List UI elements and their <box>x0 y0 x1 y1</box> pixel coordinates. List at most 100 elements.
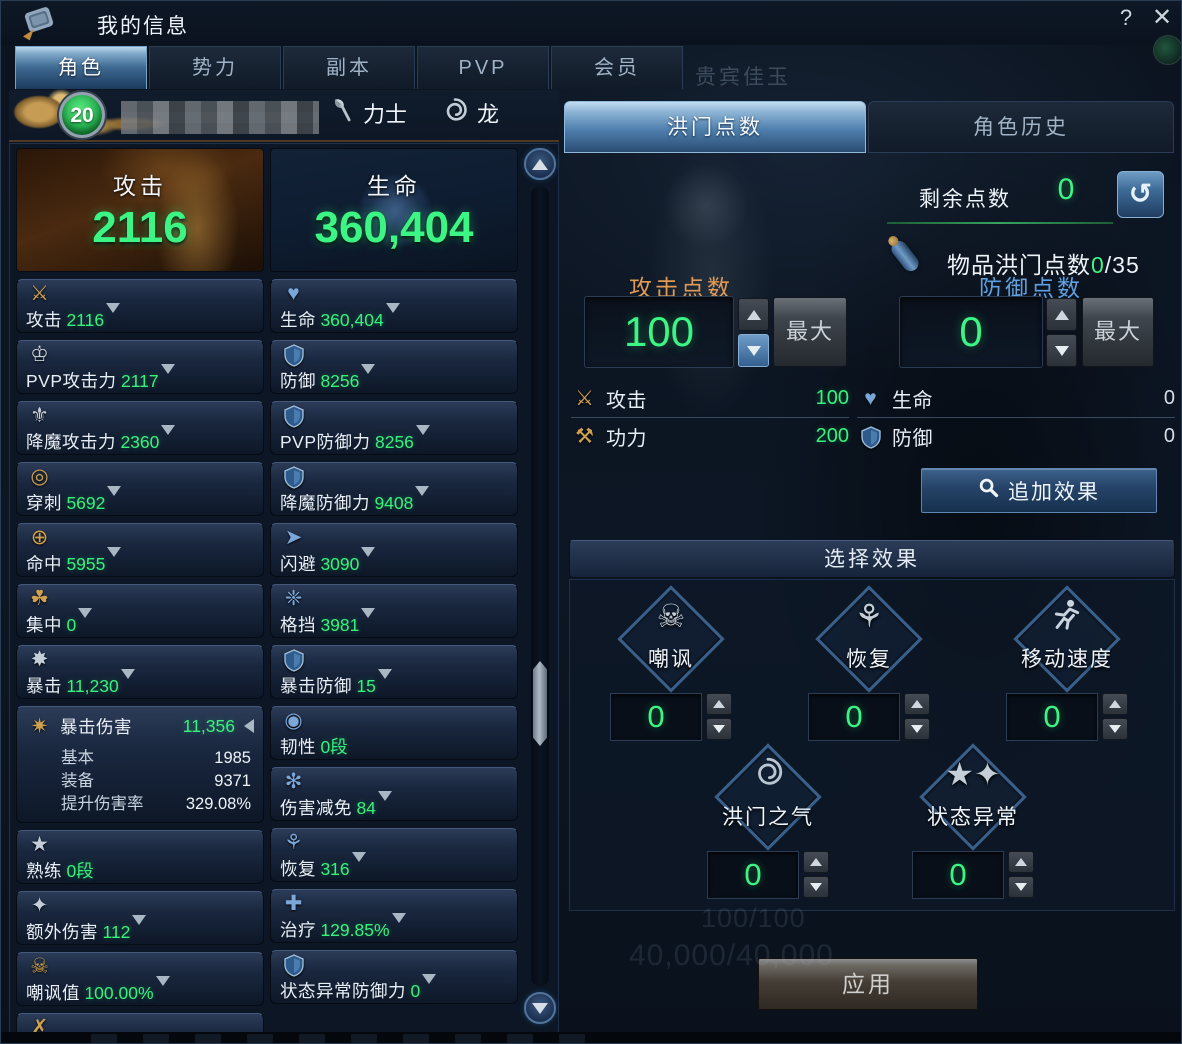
defense-points-up-button[interactable] <box>1046 298 1077 331</box>
expand-arrow-icon[interactable] <box>106 303 121 330</box>
defense-points-max-button[interactable]: 最大 <box>1082 297 1154 367</box>
effect-value-input[interactable]: 0 <box>707 851 799 899</box>
bonus-value: 100 <box>815 386 849 409</box>
stat-label: PVP攻击力 <box>26 371 117 391</box>
crossed-swords-icon: ⚔ <box>575 386 594 410</box>
close-icon[interactable]: ✕ <box>1151 4 1173 31</box>
extra-damage-icon: ✦ <box>30 894 49 917</box>
stat-row[interactable]: 降魔防御力 9408 <box>270 462 518 516</box>
effect-down-button[interactable] <box>1008 876 1034 898</box>
expand-arrow-icon[interactable] <box>391 913 406 940</box>
stat-row[interactable]: ♥ 生命 360,404 <box>270 279 518 333</box>
main-tab-会员[interactable]: 会员 <box>551 46 683 89</box>
expand-arrow-icon[interactable] <box>377 669 392 696</box>
stat-row[interactable]: ★ 熟练 0段 <box>16 830 264 884</box>
stat-row[interactable]: 状态异常防御力 0 <box>270 950 518 1004</box>
expand-arrow-icon[interactable] <box>361 547 376 574</box>
attack-points-input[interactable]: 100 <box>584 296 734 368</box>
reset-points-button[interactable]: ↺ <box>1117 171 1164 218</box>
attack-points-max-button[interactable]: 最大 <box>773 297 847 367</box>
bonus-value: 0 <box>1163 425 1175 447</box>
expand-arrow-icon[interactable] <box>361 364 376 391</box>
expand-arrow-icon[interactable] <box>415 486 430 513</box>
expand-arrow-icon[interactable] <box>107 547 122 574</box>
scroll-down-button[interactable] <box>524 992 556 1024</box>
expand-arrow-icon[interactable] <box>377 791 392 818</box>
stat-row[interactable]: 暴击防御 15 <box>270 645 518 699</box>
expand-arrow-icon[interactable] <box>244 719 254 733</box>
help-icon[interactable]: ? <box>1119 5 1133 30</box>
stat-row[interactable]: PVP防御力 8256 <box>270 401 518 455</box>
effect-up-button[interactable] <box>904 693 930 715</box>
stat-row[interactable]: ⚜ 降魔攻击力 2360 <box>16 401 264 455</box>
stat-row[interactable]: ⚘ 恢复 316 <box>270 828 518 882</box>
expand-arrow-icon[interactable] <box>132 915 147 942</box>
expand-arrow-icon[interactable] <box>161 425 176 452</box>
expand-arrow-icon[interactable] <box>160 364 175 391</box>
effect-value-input[interactable]: 0 <box>610 693 702 741</box>
stat-row[interactable]: ✸ 暴击 11,230 <box>16 645 264 699</box>
attack-bonus-summary: ⚔ 攻击 100 ⚒ 功力 200 <box>571 379 849 455</box>
effect-down-button[interactable] <box>904 718 930 740</box>
stat-row[interactable]: ♔ PVP攻击力 2117 <box>16 340 264 394</box>
effect-up-button[interactable] <box>1102 693 1128 715</box>
expand-arrow-icon[interactable] <box>351 852 366 879</box>
stat-label: 状态异常防御力 <box>280 981 406 1001</box>
effect-down-button[interactable] <box>706 718 732 740</box>
stat-row[interactable]: ⊕ 命中 5955 <box>16 523 264 577</box>
stat-row[interactable]: ✚ 治疗 129.85% <box>270 889 518 943</box>
attack-points-down-button[interactable] <box>738 334 769 367</box>
scroll-up-button[interactable] <box>524 148 556 180</box>
scrollbar-thumb[interactable] <box>533 661 547 746</box>
effect-down-button[interactable] <box>1102 718 1128 740</box>
effect-value-input[interactable]: 0 <box>1006 693 1098 741</box>
expand-arrow-icon[interactable] <box>415 425 430 452</box>
stat-row[interactable]: ❈ 格挡 3981 <box>270 584 518 638</box>
bonus-row: ⚒ 功力 200 <box>571 417 849 455</box>
effect-value-input[interactable]: 0 <box>808 693 900 741</box>
defense-points-input[interactable]: 0 <box>899 296 1043 368</box>
main-tab-PVP[interactable]: PVP <box>417 46 549 89</box>
stat-row[interactable]: ☘ 集中 0 <box>16 584 264 638</box>
scrollbar-track[interactable] <box>531 186 549 986</box>
effect-cell: ★✦ 状态异常 0 <box>878 743 1068 905</box>
expand-arrow-icon[interactable] <box>385 303 400 330</box>
attack-points-up-button[interactable] <box>738 298 769 331</box>
expand-arrow-icon[interactable] <box>422 974 437 1001</box>
main-tab-副本[interactable]: 副本 <box>283 46 415 89</box>
expand-arrow-icon[interactable] <box>120 669 135 696</box>
stat-row[interactable]: ➤ 闪避 3090 <box>270 523 518 577</box>
effect-up-button[interactable] <box>706 693 732 715</box>
effect-up-button[interactable] <box>1008 851 1034 873</box>
focus-icon: ☘ <box>30 587 49 610</box>
stat-subrow: 基本 1985 <box>61 747 251 770</box>
stat-row[interactable]: ☠ 嘲讽值 100.00% <box>16 952 264 1006</box>
bonus-value: 200 <box>815 425 849 447</box>
effect-down-button[interactable] <box>803 876 829 898</box>
stat-row[interactable]: 防御 8256 <box>270 340 518 394</box>
add-effect-button[interactable]: 追加效果 <box>921 468 1157 513</box>
apply-button[interactable]: 应用 <box>758 958 978 1010</box>
expand-arrow-icon[interactable] <box>155 976 170 1003</box>
stat-row[interactable]: ◎ 穿刺 5692 <box>16 462 264 516</box>
expand-arrow-icon[interactable] <box>78 608 93 635</box>
defense-points-down-button[interactable] <box>1046 334 1077 367</box>
stat-row[interactable]: ✦ 额外伤害 112 <box>16 891 264 945</box>
expand-arrow-icon[interactable] <box>107 486 122 513</box>
tab-character-history[interactable]: 角色历史 <box>868 101 1174 153</box>
stat-row[interactable]: ✷ 暴击伤害 11,356 基本 1985 装备 9371 提升伤害率 329.… <box>16 706 264 823</box>
tab-hongmen-points[interactable]: 洪门点数 <box>564 101 866 153</box>
background-orb-decoration <box>1153 35 1181 65</box>
stat-row[interactable]: ⚔ 攻击 2116 <box>16 279 264 333</box>
main-tab-角色[interactable]: 角色 <box>15 46 147 89</box>
stat-row[interactable]: ✻ 伤害减免 84 <box>270 767 518 821</box>
expand-arrow-icon[interactable] <box>361 608 376 635</box>
stat-value: 8256 <box>374 432 414 452</box>
stat-row[interactable]: ◉ 韧性 0段 <box>270 706 518 760</box>
effect-value-input[interactable]: 0 <box>912 851 1004 899</box>
hp-card-label: 生命 <box>367 173 421 199</box>
background-ghost-text: 100/100 <box>701 903 806 933</box>
effect-up-button[interactable] <box>803 851 829 873</box>
bonus-value: 0 <box>1163 386 1175 409</box>
main-tab-势力[interactable]: 势力 <box>149 46 281 89</box>
